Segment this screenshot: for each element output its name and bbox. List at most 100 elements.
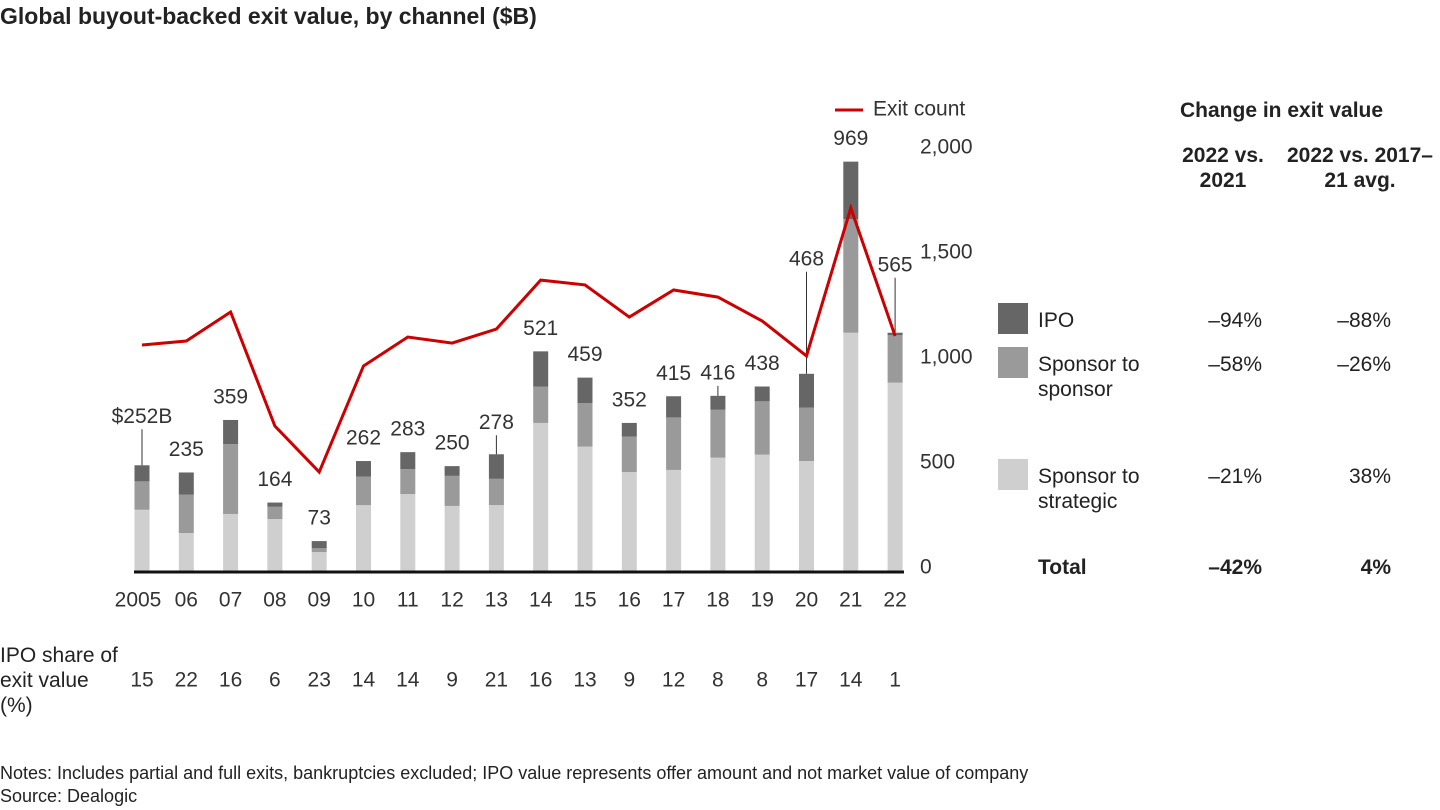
ipo-share-value: 16 [219, 669, 242, 692]
ipo-share-value: 15 [130, 669, 153, 692]
bar-segment [178, 472, 194, 495]
bar-segment [621, 422, 637, 437]
table-cell: –94% [1208, 309, 1262, 332]
x-tick-label: 08 [263, 589, 286, 612]
bar-segment [843, 332, 859, 572]
bar-segment [178, 494, 194, 534]
x-tick-label: 09 [308, 589, 331, 612]
ipo-share-value: 16 [529, 669, 552, 692]
total-label: 415 [656, 362, 691, 385]
x-tick-label: 19 [751, 589, 774, 612]
ipo-share-value: 14 [396, 669, 420, 692]
bar-segment [754, 401, 770, 455]
ipo-share-value: 14 [839, 669, 863, 692]
x-tick-label: 15 [573, 589, 596, 612]
bar-segment [754, 454, 770, 572]
y2-tick-label: 1,000 [920, 346, 973, 369]
bar-segment [267, 502, 283, 507]
chart-title: Global buyout-backed exit value, by chan… [0, 3, 537, 29]
notes: Notes: Includes partial and full exits, … [0, 763, 1029, 783]
bar-segment [666, 396, 682, 418]
bar-segment [887, 335, 903, 383]
bar-segment [887, 382, 903, 572]
bar-segment [843, 219, 859, 333]
bar-segment [311, 541, 327, 549]
x-tick-label: 13 [485, 589, 508, 612]
y2-tick-label: 1,500 [920, 241, 973, 264]
table-cell: –26% [1337, 353, 1391, 376]
bar-segment [311, 548, 327, 553]
bar-segment [533, 386, 549, 423]
y2-tick-label: 0 [920, 556, 932, 579]
total-label: 235 [169, 438, 204, 461]
total-label: 359 [213, 386, 248, 409]
total-label: 468 [789, 247, 824, 270]
x-tick-label: 10 [352, 589, 375, 612]
bar-segment [799, 461, 814, 572]
total-label: 565 [878, 253, 913, 276]
bar-segment [134, 465, 150, 482]
legend-swatch [998, 347, 1028, 378]
ipo-share-value: 22 [175, 669, 198, 692]
ipo-share-value: 6 [269, 669, 281, 692]
bar-segment [710, 457, 726, 572]
total-label: 459 [567, 343, 602, 366]
x-tick-label: 16 [618, 589, 641, 612]
table-cell: –58% [1208, 353, 1262, 376]
table-column: 2022 vs. 2021 [1182, 144, 1264, 192]
bar-segment [444, 475, 460, 506]
x-tick-label: 18 [706, 589, 729, 612]
x-tick-label: 06 [175, 589, 198, 612]
table-cell: –21% [1208, 465, 1262, 488]
table-title: Change in exit value [1180, 99, 1384, 122]
x-tick-label: 12 [440, 589, 463, 612]
table-cell: –42% [1208, 556, 1262, 579]
bar-segment [444, 466, 460, 476]
bar-segment [754, 386, 770, 402]
bar-segment [223, 513, 239, 572]
bar-segment [799, 407, 814, 462]
bar-segment [223, 444, 239, 514]
bar-segment [311, 552, 327, 572]
bar-segment [577, 403, 593, 447]
bar-segment [134, 509, 150, 572]
total-label: 262 [346, 427, 381, 450]
x-tick-label: 07 [219, 589, 242, 612]
x-tick-label: 2005 [115, 589, 162, 612]
bar-segment [356, 505, 371, 572]
bar-segment [400, 452, 416, 470]
bar-segment [799, 373, 814, 408]
bar-segment [488, 454, 504, 479]
total-label: 969 [833, 127, 868, 150]
total-label: Total [1038, 556, 1087, 579]
total-label: 521 [523, 317, 558, 340]
legend-swatch [998, 459, 1028, 490]
bar-segment [710, 395, 726, 410]
y2-tick-label: 500 [920, 451, 955, 474]
legend-label: IPO [1038, 309, 1075, 332]
bar-segment [400, 494, 416, 572]
total-label: 164 [257, 468, 292, 491]
x-tick-label: 17 [662, 589, 685, 612]
x-tick-label: 21 [839, 589, 862, 612]
bar-segment [400, 469, 416, 495]
bar-segment [666, 417, 682, 470]
ipo-share-value: 21 [485, 669, 508, 692]
ipo-share-label: IPO share of exit value (%) [0, 644, 118, 717]
bar-segment [621, 436, 637, 473]
x-tick-label: 22 [883, 589, 906, 612]
bar-segment [178, 533, 194, 572]
bar-segment [533, 422, 549, 572]
bar-segment [223, 419, 239, 445]
x-tick-label: 14 [529, 589, 553, 612]
total-label: 278 [479, 411, 514, 434]
exit-count-line [141, 203, 897, 475]
ipo-share-value: 9 [623, 669, 635, 692]
ipo-share-value: 13 [573, 669, 596, 692]
bar-segment [267, 506, 283, 520]
legend-swatch [998, 303, 1028, 334]
y2-tick-label: 2,000 [920, 136, 973, 159]
table-cell: –88% [1337, 309, 1391, 332]
total-label: 416 [700, 361, 735, 384]
